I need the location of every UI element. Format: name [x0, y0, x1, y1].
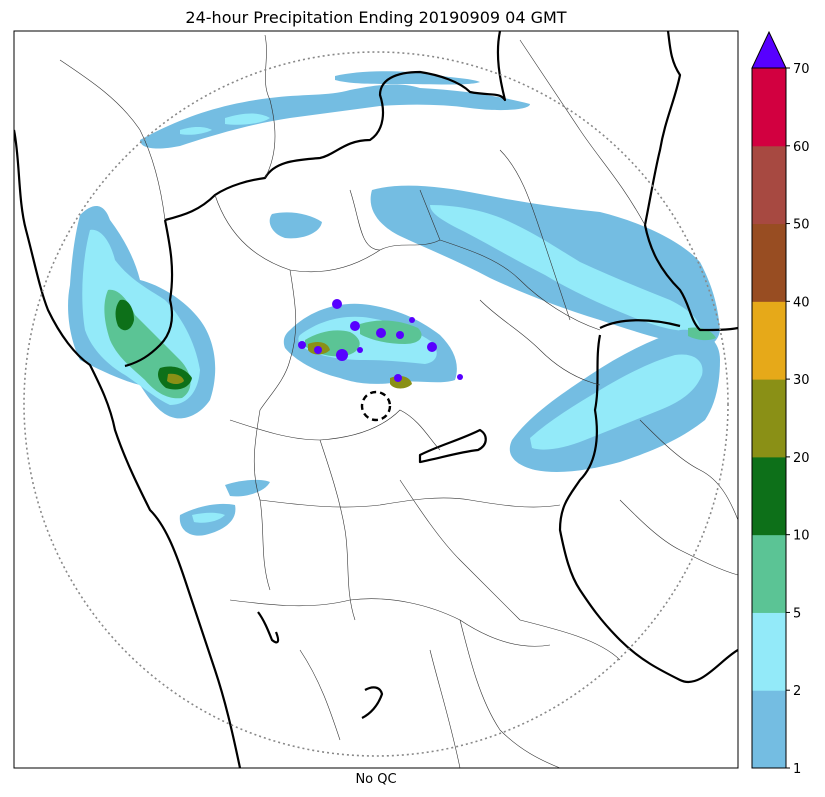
precip-area-north-2 [335, 71, 480, 85]
state-boundary-east-2 [558, 319, 738, 684]
purple-core [298, 341, 306, 349]
precip-area-north-core-2 [180, 127, 212, 135]
purple-cores [298, 299, 463, 382]
precip-area-west-dark [115, 299, 134, 331]
purple-core [427, 342, 437, 352]
precip-area-west-olive [167, 373, 184, 384]
purple-core [409, 317, 415, 323]
district-line [619, 499, 738, 576]
colorbar-segment [752, 301, 786, 380]
colorbar-segment [752, 612, 786, 691]
purple-core [394, 374, 402, 382]
colorbar-tick-label: 40 [793, 295, 810, 310]
colorbar-tick-label: 60 [793, 140, 810, 155]
state-boundary-north [164, 31, 507, 222]
purple-core [332, 299, 342, 309]
colorbar-tick-label: 20 [793, 451, 810, 466]
purple-core [357, 347, 363, 353]
district-line [459, 619, 561, 768]
district-line [439, 239, 601, 331]
colorbar-extend-arrow [751, 30, 787, 69]
state-boundary-island-1 [257, 611, 280, 644]
precip-area-ne-2 [269, 212, 322, 239]
district-line [479, 299, 601, 386]
colorbar-segment [752, 534, 786, 613]
chart-title: 24-hour Precipitation Ending 20190909 04… [185, 8, 567, 27]
state-boundary-island-2 [361, 686, 384, 719]
district-line [319, 439, 356, 621]
district-boundaries [59, 34, 738, 768]
precip-area-north [140, 84, 530, 149]
colorbar-tick-label: 5 [793, 606, 801, 621]
precipitation-field [68, 71, 720, 536]
colorbar-tick-label: 70 [793, 62, 810, 77]
colorbar-tick-label: 1 [793, 762, 801, 777]
precip-area-north-core [225, 113, 270, 125]
colorbar-tick-label: 2 [793, 684, 801, 699]
range-ring [23, 51, 729, 757]
district-line [519, 39, 646, 226]
purple-core [396, 331, 404, 339]
purple-core [376, 328, 386, 338]
purple-core [336, 349, 348, 361]
district-line [499, 149, 571, 321]
colorbar-segment [752, 223, 786, 302]
colorbar: 1 2 5 10 20 30 40 50 60 70 [751, 30, 810, 777]
district-line [59, 59, 166, 221]
district-line [229, 409, 441, 451]
district-line [214, 194, 441, 273]
district-line [229, 598, 551, 647]
precip-area-sw-med [192, 512, 225, 523]
radar-site-marker [360, 390, 392, 422]
state-boundary-inner [124, 219, 174, 368]
colorbar-segment [752, 68, 786, 147]
district-line [299, 649, 461, 768]
coastline [14, 129, 242, 768]
district-line [399, 479, 521, 621]
district-line [259, 497, 561, 508]
state-boundary-south-east [418, 428, 487, 464]
purple-core [314, 346, 322, 354]
colorbar-segment [752, 379, 786, 458]
precip-area-east-green [688, 327, 716, 341]
country-boundaries [14, 31, 738, 768]
colorbar-tick-label: 10 [793, 529, 810, 544]
precip-area-sw-2 [225, 479, 270, 497]
colorbar-tick-label: 50 [793, 218, 810, 233]
colorbar-outline [751, 68, 787, 769]
colorbar-segment [752, 456, 786, 536]
purple-core [350, 321, 360, 331]
map-frame [13, 30, 739, 769]
district-line [259, 269, 297, 411]
purple-core [457, 374, 463, 380]
district-line [264, 34, 276, 179]
precip-area-ne-med [430, 205, 700, 332]
district-line [639, 419, 738, 521]
precip-area-central-green-2 [360, 320, 422, 344]
district-line [519, 619, 621, 661]
map-panel [14, 31, 738, 768]
district-line [349, 189, 441, 251]
colorbar-segment [752, 690, 786, 769]
x-axis-label: No QC [355, 772, 397, 787]
colorbar-tick-label: 30 [793, 373, 810, 388]
colorbar-segment [752, 145, 786, 225]
precip-area-east-med [530, 354, 703, 450]
